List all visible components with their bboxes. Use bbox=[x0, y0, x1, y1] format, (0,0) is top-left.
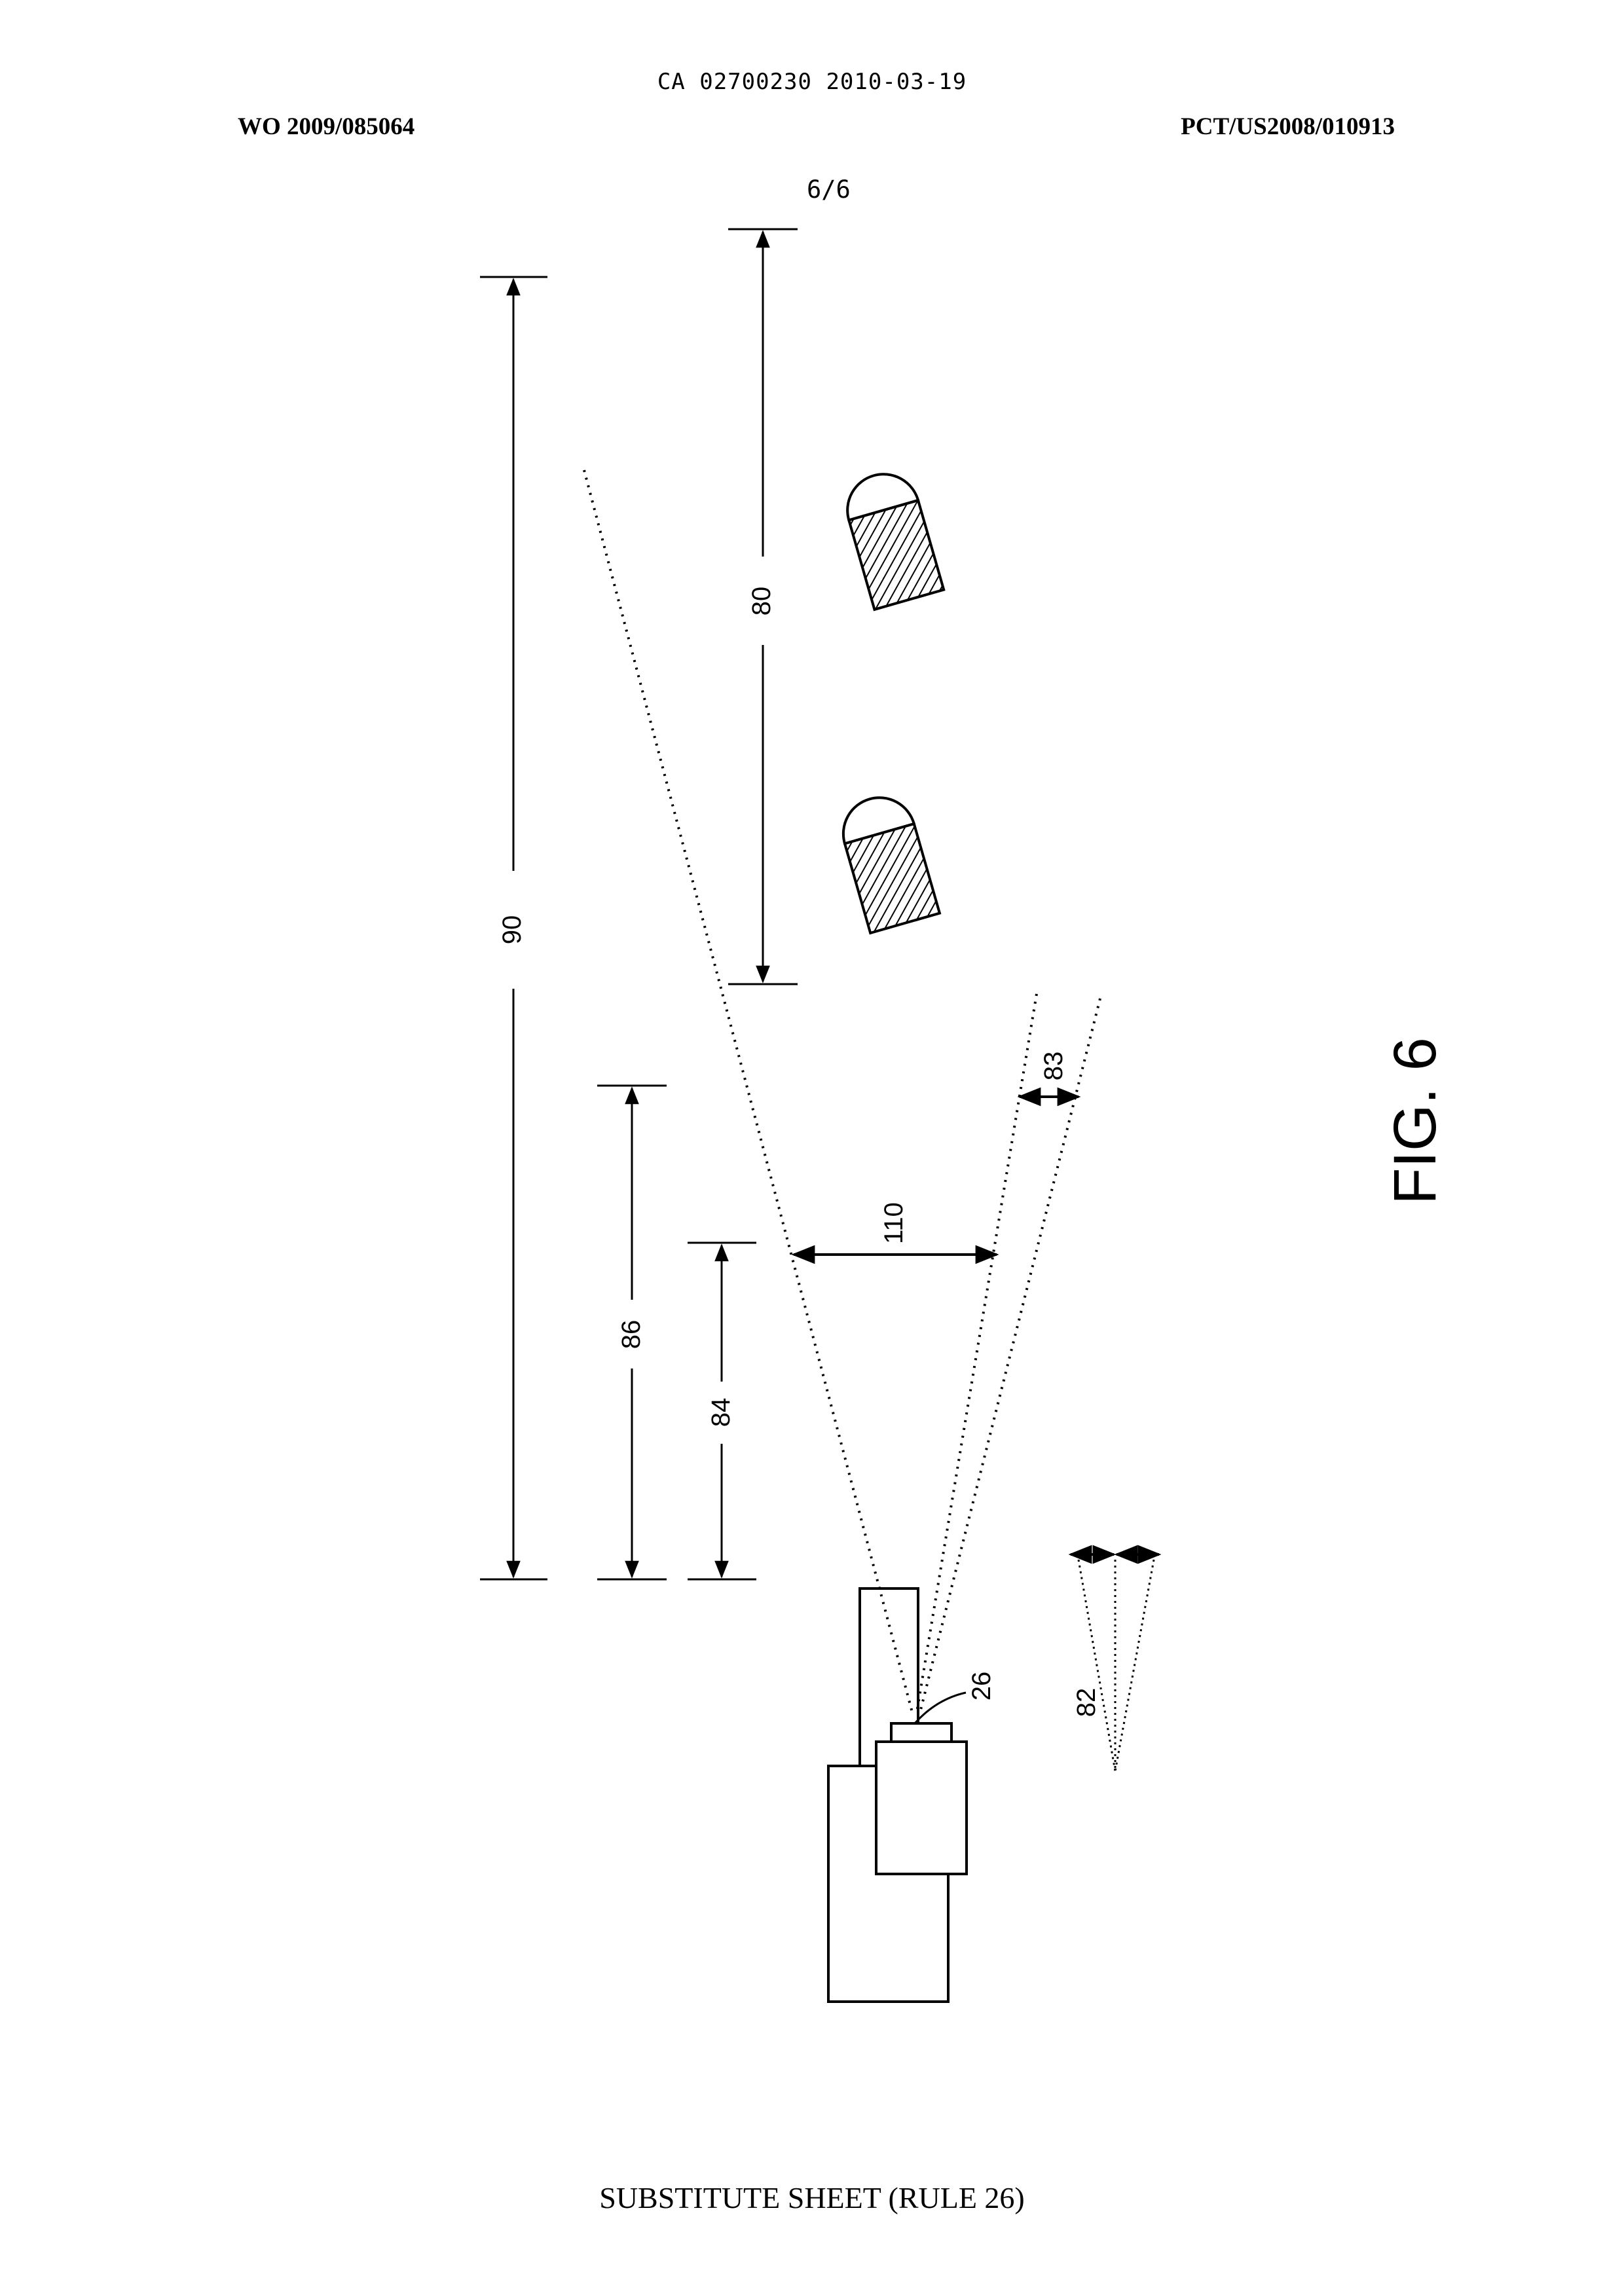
target-object-lower bbox=[835, 789, 940, 933]
label-110: 110 bbox=[879, 1202, 908, 1244]
camera-assembly bbox=[828, 1588, 967, 2002]
field-of-view-lines bbox=[584, 470, 1100, 1712]
label-26: 26 bbox=[967, 1672, 996, 1701]
label-82: 82 bbox=[1072, 1688, 1101, 1717]
label-83: 83 bbox=[1039, 1052, 1068, 1081]
target-object-upper bbox=[839, 466, 944, 610]
figure-title: FIG. 6 bbox=[1382, 1037, 1449, 1205]
label-90: 90 bbox=[498, 915, 526, 945]
footer-substitute-sheet: SUBSTITUTE SHEET (RULE 26) bbox=[0, 2180, 1624, 2215]
label-86: 86 bbox=[617, 1320, 646, 1349]
label-80: 80 bbox=[747, 587, 776, 616]
label-84: 84 bbox=[707, 1398, 735, 1427]
fan-diagram-82 bbox=[1071, 1554, 1159, 1771]
